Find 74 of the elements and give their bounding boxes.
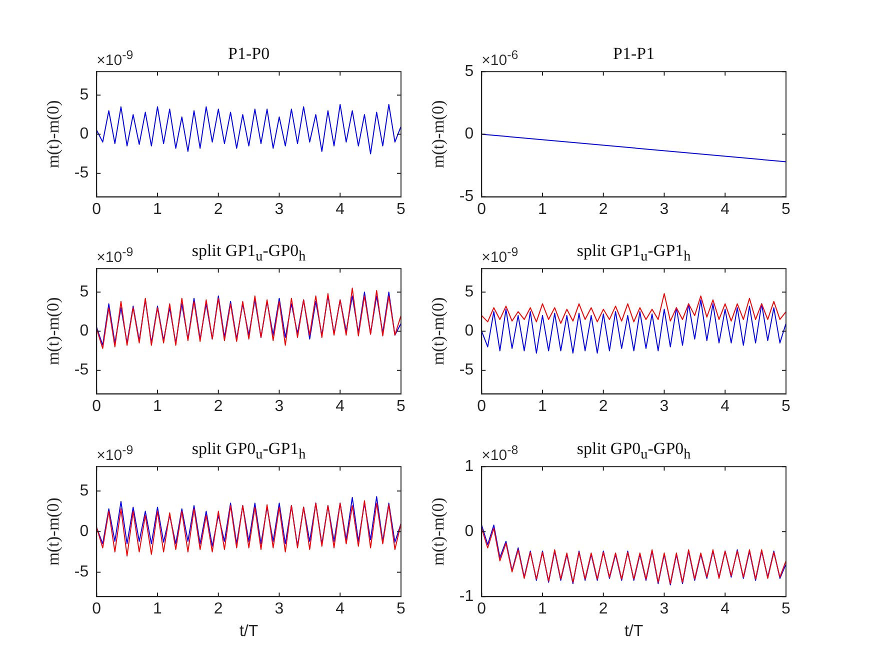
x-tick-label: 3: [660, 398, 669, 415]
x-tick-label: 0: [477, 600, 486, 618]
x-tick-label: 1: [538, 398, 548, 415]
x-tick-label: 1: [538, 600, 548, 618]
chart-title: split GP0$_{u}$-GP1$_{h}$: [192, 438, 306, 463]
y-tick-label: -5: [74, 164, 89, 182]
x-tick-label: 0: [477, 398, 486, 415]
x-tick-label: 2: [598, 398, 608, 415]
x-tick-label: 4: [720, 200, 730, 218]
x-tick-label: 1: [153, 398, 162, 415]
text: ×10$^{-9}$: [96, 244, 134, 266]
text: ×10$^{-8}$: [482, 442, 518, 464]
x-tick-label: 5: [396, 398, 406, 415]
y-tick-label: -1: [459, 588, 474, 606]
y-tick-label: 0: [80, 523, 89, 540]
y-tick-label: 0: [464, 126, 474, 143]
y-tick-label: -5: [459, 188, 474, 206]
x-tick-label: 2: [214, 398, 223, 415]
x-tick-label: 2: [214, 600, 223, 618]
y-axis-title: m(t)-m(0): [428, 100, 448, 168]
x-tick-label: 5: [782, 398, 791, 415]
x-tick-label: 0: [92, 398, 102, 415]
chart-title: split GP1$_{u}$-GP1$_{h}$: [576, 240, 691, 265]
x-tick-label: 5: [396, 200, 406, 218]
y-tick-label: -5: [459, 362, 474, 379]
y-axis-title: m(t)-m(0): [44, 297, 63, 366]
y-tick-label: 5: [80, 86, 89, 104]
x-tick-label: 4: [336, 200, 345, 218]
y-axis-title: m(t)-m(0): [44, 498, 63, 566]
x-tick-label: 3: [274, 600, 284, 618]
y-axis-title: m(t)-m(0): [44, 100, 63, 168]
x-tick-label: 2: [214, 200, 223, 218]
y-tick-label: 5: [464, 63, 474, 80]
x-tick-label: 4: [720, 398, 730, 415]
y-axis-title: m(t)-m(0): [428, 297, 448, 366]
x-tick-label: 3: [274, 398, 284, 415]
text: ×10$^{-9}$: [96, 48, 134, 69]
y-tick-label: 0: [80, 126, 89, 143]
x-tick-label: 3: [660, 200, 669, 218]
y-tick-label: 0: [464, 523, 474, 540]
y-tick-label: 0: [464, 322, 474, 340]
x-tick-label: 1: [153, 200, 162, 218]
x-axis-title: t/T: [239, 622, 258, 640]
x-tick-label: 4: [336, 398, 345, 415]
y-tick-label: -5: [74, 362, 89, 379]
x-tick-label: 3: [660, 600, 669, 618]
x-tick-label: 2: [598, 600, 608, 618]
text: ×10$^{-6}$: [482, 48, 518, 69]
text: ×10$^{-9}$: [482, 244, 518, 266]
x-tick-label: 0: [477, 200, 486, 218]
x-tick-label: 0: [92, 600, 102, 618]
y-tick-label: 1: [464, 458, 474, 476]
y-tick-label: -5: [74, 564, 89, 581]
chart-title: split GP1$_{u}$-GP0$_{h}$: [192, 240, 306, 265]
x-tick-label: 3: [274, 200, 284, 218]
y-tick-label: 0: [80, 322, 89, 340]
x-tick-label: 4: [720, 600, 730, 618]
text: ×10$^{-9}$: [96, 442, 134, 464]
x-tick-label: 0: [92, 200, 102, 218]
x-axis-title: t/T: [624, 622, 644, 640]
y-tick-label: 5: [464, 283, 474, 300]
y-tick-label: 5: [80, 283, 89, 300]
x-tick-label: 5: [782, 600, 791, 618]
x-tick-label: 1: [153, 600, 162, 618]
chart-title: P1-P1: [613, 44, 655, 64]
x-tick-label: 2: [598, 200, 608, 218]
y-tick-label: 5: [80, 482, 89, 500]
x-tick-label: 5: [782, 200, 791, 218]
x-tick-label: 1: [538, 200, 548, 218]
x-tick-label: 5: [396, 600, 406, 618]
y-axis-title: m(t)-m(0): [428, 498, 448, 566]
x-tick-label: 4: [336, 600, 345, 618]
chart-title: split GP0$_{u}$-GP0$_{h}$: [576, 438, 691, 463]
chart-title: P1-P0: [228, 44, 270, 64]
